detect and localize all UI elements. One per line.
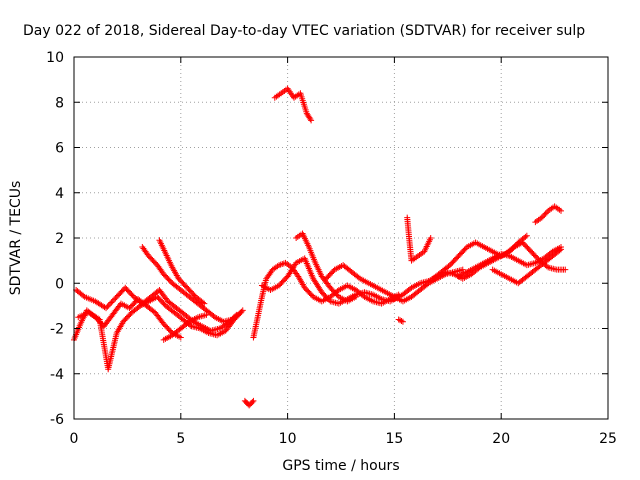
data-point — [184, 319, 191, 326]
data-point — [250, 397, 257, 404]
data-point — [352, 293, 359, 300]
data-point — [397, 317, 404, 324]
data-point — [538, 214, 545, 221]
data-point — [108, 299, 115, 306]
data-point — [543, 263, 550, 270]
y-tick-label: 2 — [55, 231, 64, 247]
series-track-r — [489, 246, 565, 287]
series-track-d — [139, 244, 244, 325]
series-track-s — [532, 203, 565, 226]
data-point — [236, 310, 243, 317]
data-point — [199, 299, 206, 306]
x-tick-label: 20 — [492, 431, 510, 447]
series-track-n — [404, 214, 434, 264]
y-tick-label: 0 — [55, 276, 64, 292]
x-tick-label: 15 — [385, 431, 403, 447]
data-point — [201, 300, 208, 307]
data-point — [542, 210, 549, 217]
series-track-j — [271, 85, 315, 124]
series-track-b — [73, 284, 240, 334]
axis-ticks: 0 5 10 15 20 25 -6 -4 -2 0 2 4 6 8 10 — [46, 50, 617, 447]
chart-title: Day 022 of 2018, Sidereal Day-to-day VTE… — [23, 23, 585, 39]
grid-lines — [74, 57, 608, 419]
series-track-f — [160, 311, 210, 343]
data-point — [80, 292, 87, 299]
data-point — [459, 266, 466, 273]
x-tick-label: 25 — [599, 431, 617, 447]
data-point — [103, 305, 110, 312]
series-track-i — [258, 255, 402, 307]
data-point — [105, 302, 112, 309]
data-point — [540, 213, 547, 220]
x-tick-label: 10 — [279, 431, 297, 447]
data-point — [249, 399, 256, 406]
data-point — [558, 246, 565, 253]
y-tick-label: 6 — [55, 141, 64, 157]
data-point — [104, 303, 111, 310]
y-tick-label: 10 — [46, 50, 64, 66]
data-point — [135, 304, 142, 311]
data-point — [210, 313, 217, 320]
series-track-k — [293, 230, 359, 305]
data-points — [71, 85, 569, 409]
data-point — [112, 295, 119, 302]
data-point — [308, 117, 315, 124]
data-point — [523, 232, 530, 239]
y-tick-label: -4 — [50, 367, 64, 383]
y-axis-label: SDTVAR / TECUs — [8, 181, 24, 296]
data-point — [427, 235, 434, 241]
data-point — [355, 274, 362, 281]
data-point — [107, 300, 114, 307]
data-point — [556, 247, 563, 254]
y-tick-label: -6 — [50, 412, 64, 428]
data-point — [109, 298, 116, 305]
series-track-m — [395, 316, 406, 325]
data-point — [522, 233, 529, 240]
data-point — [407, 285, 414, 292]
series-track-e — [156, 237, 208, 307]
series-track-g — [241, 397, 257, 409]
x-axis-label: GPS time / hours — [282, 458, 399, 474]
x-tick-label: 5 — [176, 431, 185, 447]
data-point — [111, 296, 118, 303]
data-point — [541, 211, 548, 218]
y-tick-label: 8 — [55, 95, 64, 111]
y-tick-label: 4 — [55, 186, 64, 202]
data-point — [558, 207, 565, 214]
data-point — [177, 334, 184, 341]
x-tick-label: 0 — [70, 431, 79, 447]
data-point — [399, 318, 406, 325]
data-point — [398, 317, 405, 324]
data-point — [237, 309, 244, 316]
data-point — [203, 311, 210, 318]
y-tick-label: -2 — [50, 322, 64, 338]
data-point — [307, 115, 314, 122]
data-point — [562, 266, 569, 273]
